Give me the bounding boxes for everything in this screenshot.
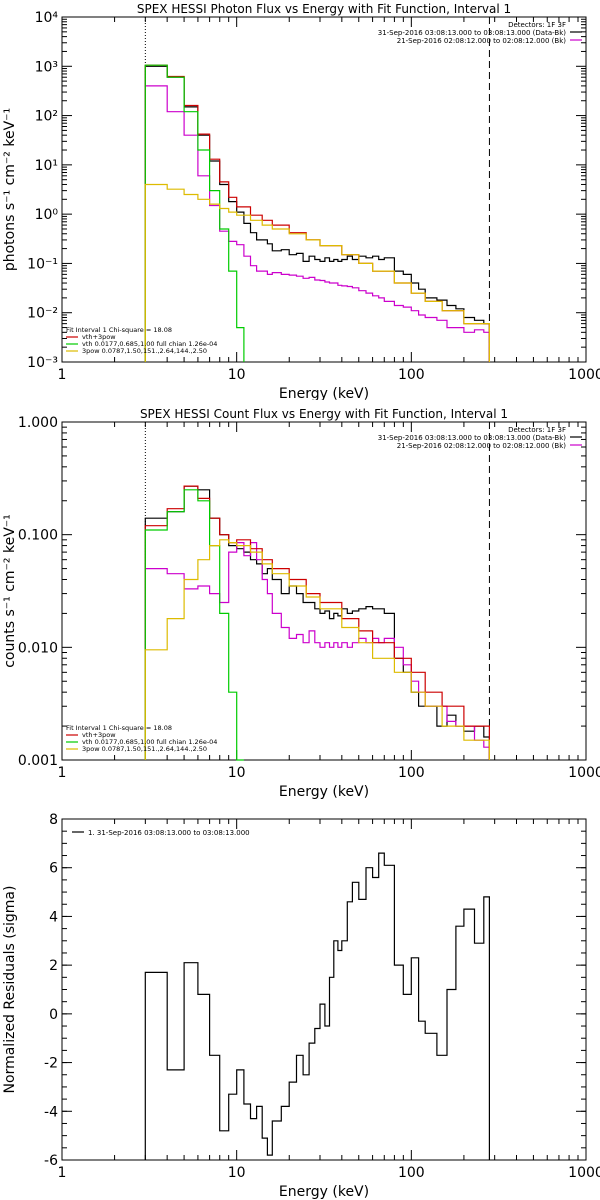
fit-legend-label: vth+3pow (82, 333, 116, 341)
y-tick-label: 0.100 (18, 528, 58, 544)
x-tick-label: 1 (58, 367, 67, 383)
y-axis-label: counts s⁻¹ cm⁻² keV⁻¹ (2, 514, 18, 668)
header-line: 21-Sep-2016 02:08:12.000 to 02:08:12.000… (397, 442, 567, 450)
x-tick-label: 1 (58, 1165, 67, 1181)
fit-legend-label: 3pow 0.0787,1.50,151.,2.64,144.,2.50 (82, 745, 207, 753)
y-tick-label: 6 (49, 861, 58, 877)
series-line-1 (144, 542, 490, 760)
header-line: 21-Sep-2016 02:08:12.000 to 02:08:12.000… (397, 37, 567, 45)
y-tick-label: 4 (49, 909, 58, 925)
x-tick-label: 100 (398, 367, 425, 383)
fit-legend-label: vth 0.0177,0.685,1.00 full chian 1.26e-0… (82, 738, 217, 746)
x-tick-label: 1 (58, 765, 67, 781)
series-line-3 (144, 489, 244, 761)
y-tick-label: 10⁻¹ (27, 256, 58, 272)
x-axis-label: Energy (keV) (279, 386, 369, 400)
y-tick-label: 10⁴ (35, 10, 59, 26)
fit-legend-label: Fit Interval 1 Chi-square = 18.08 (66, 724, 172, 732)
x-axis-label: Energy (keV) (279, 784, 369, 800)
series-line-4 (144, 183, 490, 362)
y-tick-label: -2 (44, 1056, 58, 1072)
y-tick-label: -6 (44, 1153, 58, 1169)
plot-frame (61, 818, 587, 1161)
y-tick-label: 10⁰ (35, 207, 59, 223)
y-tick-label: 2 (49, 958, 58, 974)
y-axis-label: Normalized Residuals (sigma) (2, 886, 18, 1094)
series-line-2 (144, 64, 490, 362)
series-line-0 (144, 852, 490, 1160)
y-tick-label: 10³ (35, 59, 58, 75)
series-line-0 (144, 485, 490, 760)
series-line-0 (144, 65, 490, 362)
y-tick-label: 1.000 (18, 415, 58, 431)
residuals-chart: 1 10 100 1000 -6 -4 -2 0 2 4 6 8 Energy (keV) Normali… (2, 812, 600, 1200)
y-tick-label: 8 (49, 812, 58, 828)
y-tick-label: 0.010 (18, 640, 58, 656)
x-tick-label: 10 (228, 1165, 246, 1181)
y-tick-label: 10¹ (35, 158, 58, 174)
header-line: Detectors: 1F 3F (508, 426, 566, 434)
y-tick-label: 0 (49, 1007, 58, 1023)
count-flux-chart: SPEX HESSI Count Flux vs Energy with Fit… (2, 407, 600, 800)
y-tick-label: 0.001 (18, 753, 58, 769)
chart-title: SPEX HESSI Count Flux vs Energy with Fit… (140, 407, 508, 421)
legend-label: 1. 31-Sep-2016 03:08:13.000 to 03:08:13.… (88, 829, 250, 837)
photon-flux-chart: SPEX HESSI Photon Flux vs Energy with Fi… (2, 2, 600, 400)
x-axis-label: Energy (keV) (279, 1184, 369, 1200)
x-tick-label: 10 (228, 367, 246, 383)
y-axis-label: photons s⁻¹ cm⁻² keV⁻¹ (2, 108, 18, 271)
y-tick-label: 10⁻³ (27, 355, 58, 371)
y-tick-label: 10⁻² (27, 306, 58, 322)
fit-legend-label: vth 0.0177,0.685,1.00 full chian 1.26e-0… (82, 340, 217, 348)
x-tick-label: 1000 (568, 1165, 600, 1181)
x-tick-label: 1000 (568, 367, 600, 383)
chart-title: SPEX HESSI Photon Flux vs Energy with Fi… (137, 2, 511, 16)
x-tick-label: 100 (398, 1165, 425, 1181)
y-tick-label: -4 (44, 1104, 58, 1120)
header-line: 31-Sep-2016 03:08:13.000 to 03:08:13.000… (378, 29, 567, 37)
series-line-1 (144, 85, 490, 362)
x-tick-label: 10 (228, 765, 246, 781)
series-line-3 (144, 64, 245, 362)
fit-legend-label: 3pow 0.0787,1.50,151.,2.64,144.,2.50 (82, 347, 207, 355)
y-tick-label: 10² (35, 109, 58, 125)
header-line: Detectors: 1F 3F (508, 21, 566, 29)
header-line: 31-Sep-2016 03:08:13.000 to 03:08:13.000… (378, 434, 567, 442)
x-tick-label: 1000 (568, 765, 600, 781)
x-tick-label: 100 (398, 765, 425, 781)
series-line-2 (144, 485, 490, 760)
plot-frame (61, 16, 587, 363)
plot-frame (61, 421, 587, 761)
fit-legend-label: vth+3pow (82, 731, 116, 739)
fit-legend-label: Fit Interval 1 Chi-square = 18.08 (66, 326, 172, 334)
series-line-4 (144, 539, 490, 760)
